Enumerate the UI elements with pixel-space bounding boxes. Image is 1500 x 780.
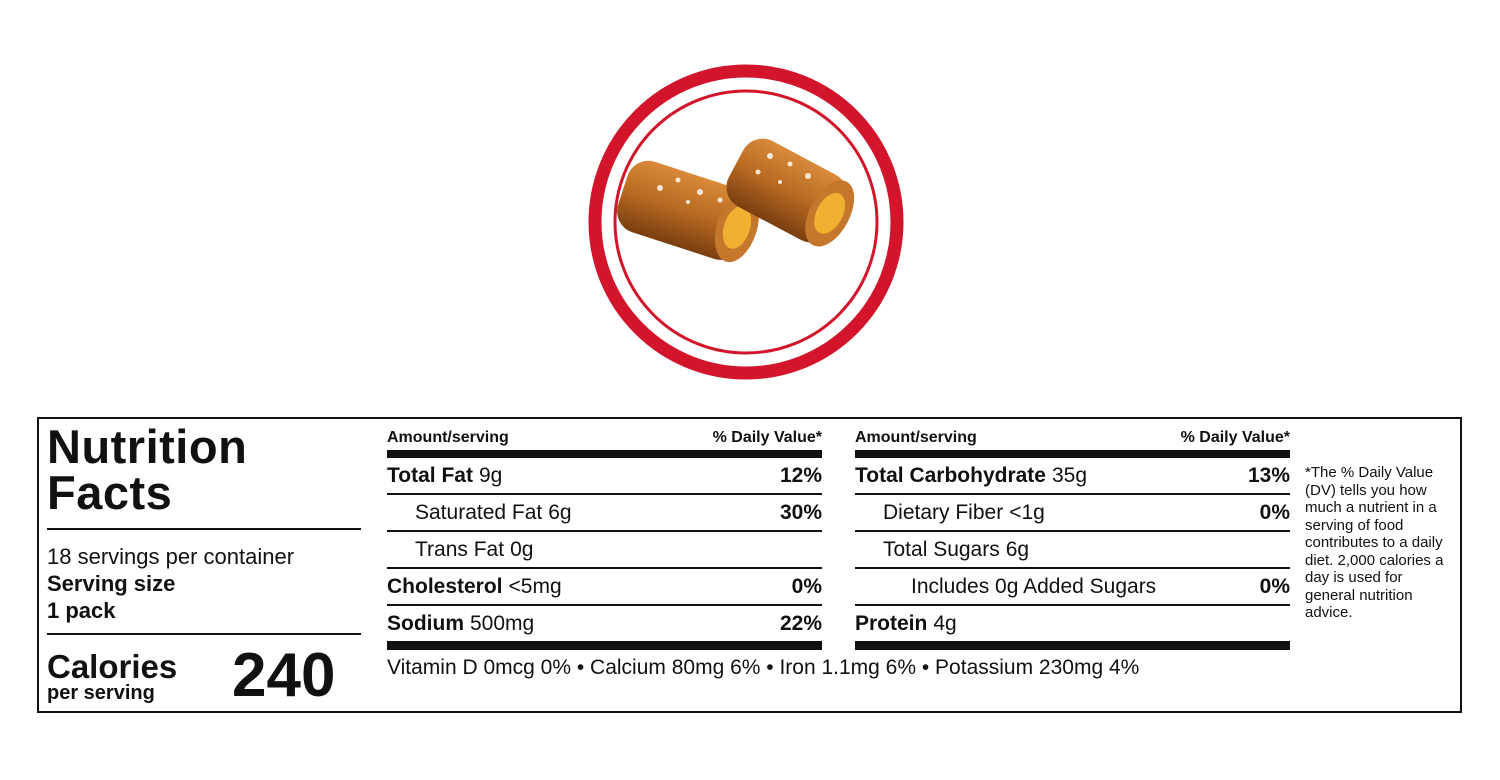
calories: 240 [232, 641, 336, 710]
nutrient-amount: <1g [1009, 500, 1045, 524]
nutrient-amount: 0g [510, 537, 534, 561]
nutrient-dv: 13% [1247, 463, 1290, 487]
nutrient-amount: <5mg [508, 574, 562, 598]
calories-label: Calories [47, 648, 178, 685]
servings: 18 servings per container [47, 544, 295, 569]
serving-size-label: Serving size [47, 571, 176, 596]
rule [47, 633, 361, 635]
nutrient-row: Total Sugars 6g [855, 532, 1290, 569]
nutrient-name: Protein [855, 611, 928, 635]
nutrient-name: Total Sugars [883, 537, 1000, 561]
nutrient-name: Total Carbohydrate [855, 463, 1046, 487]
vitamins: Vitamin D 0mcg 0% • Calcium 80mg 6% • Ir… [387, 656, 1140, 679]
nutrient-column: Amount/serving % Daily Value* Total Fat 9g 1… [387, 426, 822, 650]
nutrient-amount: 6g [548, 500, 572, 524]
nutrient-dv: 0% [1259, 574, 1290, 598]
nutrient-amount: 9g [478, 463, 503, 487]
label-title: Nutrition Facts [47, 420, 248, 519]
nutrient-row: Total Fat 9g 12% [387, 458, 822, 495]
nutrient-name: Dietary Fiber [883, 500, 1004, 524]
nutrient-amount: 35g [1051, 463, 1088, 487]
nutrient-dv: 30% [779, 500, 822, 524]
nutrient-name: Cholesterol [387, 574, 503, 598]
footnote: *The % Daily Value (DV) tells you how mu… [1305, 464, 1444, 621]
nutrient-row: Protein 4g [855, 606, 1290, 641]
thick-rule [387, 641, 822, 650]
nutrient-column: Amount/serving % Daily Value* Total Carboh… [855, 426, 1290, 650]
calories-sub: per serving [47, 682, 155, 704]
header-amount: Amount/serving [855, 429, 977, 446]
product-image [588, 64, 904, 380]
nutrient-row: Saturated Fat 6g 30% [387, 495, 822, 532]
nutrient-name: Total Fat [387, 463, 473, 487]
nutrient-row: Sodium 500mg 22% [387, 606, 822, 641]
nutrient-amount: 4g [933, 611, 957, 635]
header-amount: Amount/serving [387, 429, 509, 446]
rule [47, 528, 361, 530]
header-dv: % Daily Value* [1180, 429, 1290, 446]
nutrient-row: Total Carbohydrate 35g 13% [855, 458, 1290, 495]
nutrient-dv: 22% [779, 611, 822, 635]
nutrient-dv: 0% [791, 574, 822, 598]
header-dv: % Daily Value* [712, 429, 822, 446]
nutrient-name: Saturated Fat [415, 500, 543, 524]
nutrient-name: Trans Fat [415, 537, 505, 561]
nutrient-dv: 12% [779, 463, 822, 487]
column-header: Amount/serving % Daily Value* [855, 426, 1290, 450]
column-header: Amount/serving % Daily Value* [387, 426, 822, 450]
nutrient-row: Cholesterol <5mg 0% [387, 569, 822, 606]
thick-rule [855, 450, 1290, 458]
thick-rule [387, 450, 822, 458]
label-frame [37, 417, 1462, 713]
nutrient-name: Sodium [387, 611, 464, 635]
nutrient-row: Trans Fat 0g [387, 532, 822, 569]
nutrient-amount: 500mg [470, 611, 535, 635]
nutrient-amount: 6g [1005, 537, 1030, 561]
serving-size: 1 pack [47, 598, 116, 623]
nutrient-dv: 0% [1259, 500, 1290, 524]
nutrient-row: Dietary Fiber <1g 0% [855, 495, 1290, 532]
nutrient-row: Includes 0g Added Sugars 0% [855, 569, 1290, 606]
thick-rule [855, 641, 1290, 650]
nutrient-name: Includes 0g Added Sugars [911, 574, 1157, 598]
